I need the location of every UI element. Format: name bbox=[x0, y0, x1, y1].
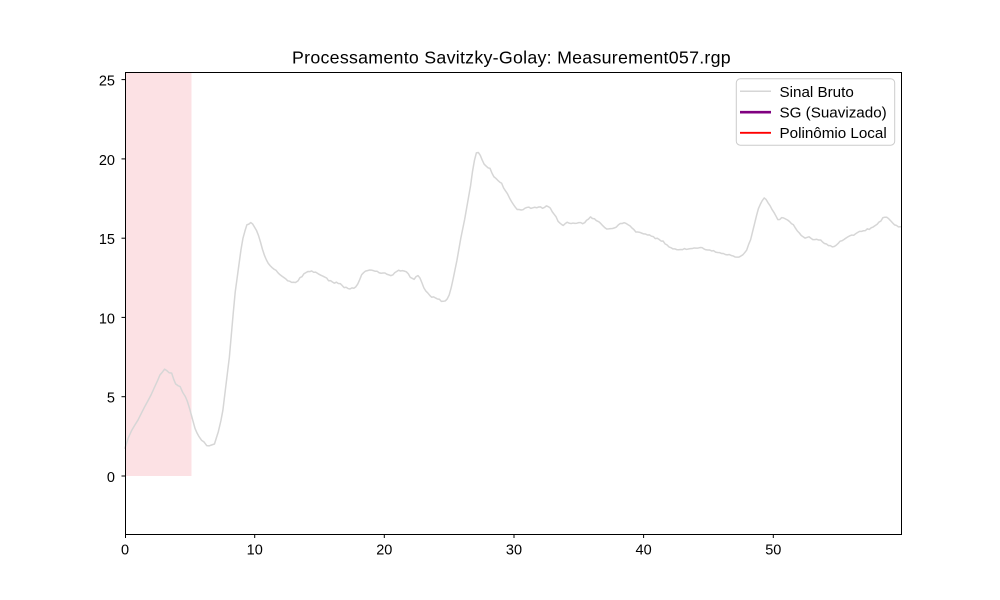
svg-text:10: 10 bbox=[247, 542, 263, 558]
svg-text:15: 15 bbox=[99, 232, 115, 248]
svg-text:30: 30 bbox=[506, 542, 522, 558]
svg-text:20: 20 bbox=[99, 153, 115, 169]
svg-text:40: 40 bbox=[636, 542, 652, 558]
svg-text:0: 0 bbox=[107, 470, 115, 486]
svg-text:10: 10 bbox=[99, 311, 115, 327]
svg-text:25: 25 bbox=[99, 74, 115, 90]
svg-text:0: 0 bbox=[121, 542, 129, 558]
svg-text:50: 50 bbox=[765, 542, 781, 558]
svg-text:5: 5 bbox=[107, 391, 115, 407]
svg-text:Sinal Bruto: Sinal Bruto bbox=[780, 84, 854, 101]
svg-text:Processamento Savitzky-Golay:: Processamento Savitzky-Golay: Measuremen… bbox=[292, 48, 731, 68]
svg-text:20: 20 bbox=[376, 542, 392, 558]
svg-text:Polinômio Local: Polinômio Local bbox=[780, 125, 887, 142]
svg-text:SG (Suavizado): SG (Suavizado) bbox=[780, 105, 887, 122]
